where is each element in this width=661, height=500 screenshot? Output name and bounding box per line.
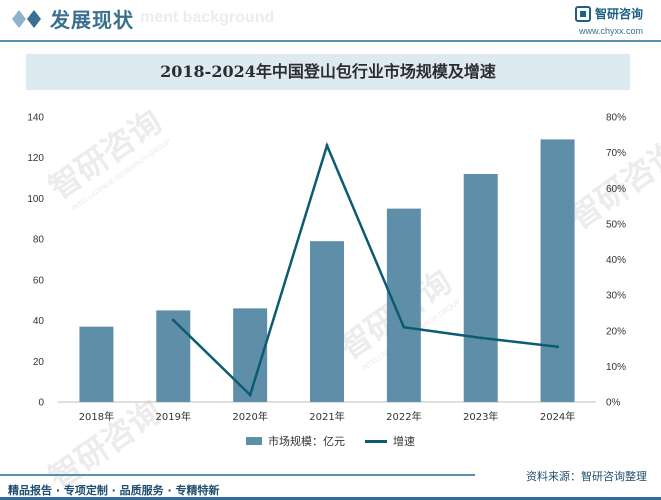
legend-label-line: 增速	[393, 435, 415, 448]
section-title: 发展现状	[50, 8, 134, 32]
growth-line	[172, 141, 558, 398]
y-left-tick-label: 80	[33, 235, 45, 246]
growth-point	[248, 393, 252, 397]
footer-bar	[0, 497, 661, 500]
site-url: www.chyxx.com	[578, 26, 643, 36]
y-left-tick-label: 120	[27, 153, 44, 164]
y-right-tick-label: 50%	[606, 219, 626, 230]
growth-point	[171, 318, 175, 322]
bar	[156, 310, 191, 402]
legend-swatch-line	[365, 439, 387, 443]
legend-swatch-bar	[246, 437, 262, 445]
footer-divider	[0, 474, 475, 476]
bar	[386, 208, 421, 402]
y-right-tick-label: 60%	[606, 184, 626, 195]
growth-point	[402, 325, 406, 329]
page-header: ment background 发展现状 智研咨询 www.chyxx.com	[0, 0, 661, 38]
diamond-icon	[12, 10, 41, 28]
x-tick-label: 2020年	[232, 410, 267, 423]
header-divider	[0, 40, 661, 42]
x-tick-label: 2024年	[540, 410, 575, 423]
x-tick-label: 2019年	[156, 410, 191, 423]
chart-canvas: 0 20 40 60 80 100 120 140 0% 10% 20% 30% 40% 50% 60% 70…	[27, 113, 626, 424]
bar	[310, 241, 344, 402]
growth-point	[325, 144, 329, 147]
brand-logo: 智研咨询	[574, 5, 643, 22]
x-tick-label: 2022年	[386, 410, 421, 423]
y-left-tick-label: 40	[33, 316, 45, 327]
legend-item-bar: 市场规模：亿元	[246, 433, 345, 449]
x-tick-label: 2018年	[79, 410, 114, 423]
y-right-tick-label: 0%	[606, 398, 621, 409]
legend-label-bar: 市场规模：亿元	[268, 435, 345, 448]
data-source: 资料来源：智研咨询整理	[526, 470, 647, 483]
x-tick-label: 2021年	[309, 410, 344, 423]
logo-text: 智研咨询	[594, 7, 643, 21]
y-left-tick-label: 0	[38, 398, 44, 409]
legend-item-line: 增速	[365, 433, 415, 449]
chart-title: 2018-2024年中国登山包行业市场规模及增速	[160, 62, 496, 81]
bar	[79, 326, 114, 402]
logo-icon	[574, 5, 591, 22]
x-tick-label: 2023年	[463, 410, 498, 423]
growth-point	[479, 336, 483, 340]
growth-point	[556, 345, 560, 349]
chart-legend: 市场规模：亿元 增速	[0, 433, 661, 449]
chart-title-bar: 2018-2024年中国登山包行业市场规模及增速	[26, 54, 630, 90]
y-right-tick-label: 30%	[606, 291, 626, 302]
bar	[540, 139, 575, 402]
y-left-tick-label: 20	[33, 357, 45, 368]
y-right-tick-label: 80%	[606, 113, 626, 124]
bar	[463, 174, 498, 402]
y-left-tick-label: 100	[27, 194, 44, 205]
header-background-word: ment background	[140, 9, 275, 26]
y-left-tick-label: 60	[33, 275, 45, 286]
y-left-tick-label: 140	[27, 113, 44, 124]
footer-services: 精品报告 · 专项定制 · 品质服务 · 专精特新	[8, 484, 220, 497]
y-right-tick-label: 20%	[606, 326, 626, 337]
y-right-tick-label: 40%	[606, 255, 626, 266]
y-right-tick-label: 70%	[606, 148, 626, 159]
y-right-tick-label: 10%	[606, 362, 626, 373]
